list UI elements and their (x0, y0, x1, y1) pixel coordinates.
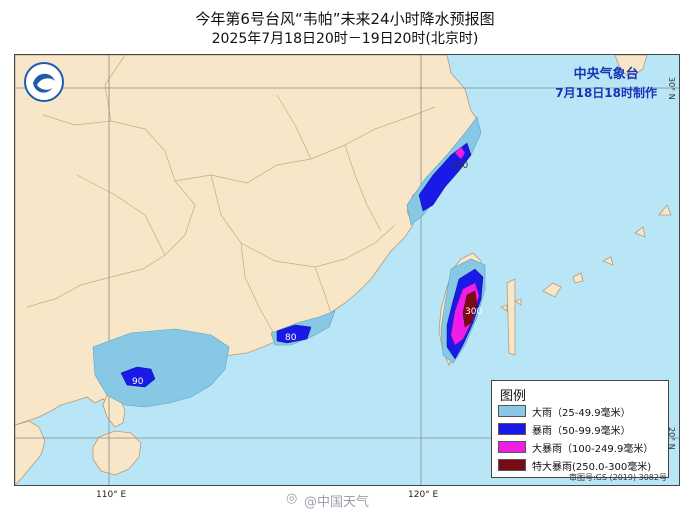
legend-label: 特大暴雨(250.0-300毫米) (532, 462, 652, 473)
legend-label: 大暴雨（100-249.9毫米） (532, 444, 654, 455)
watermark: @中国天气 (304, 495, 370, 510)
legend-title: 图例 (500, 389, 527, 404)
legend-item: 特大暴雨(250.0-300毫米) (498, 457, 666, 473)
agency-block: 中央气象台 7月18日18时制作 (555, 63, 657, 101)
rain-value-label: 300 (465, 307, 483, 317)
rain-value-label: 80 (285, 333, 297, 343)
rain-value-label: 100 (451, 161, 469, 171)
latitude-label: 20° N (667, 427, 676, 450)
latitude-label: 30° N (667, 77, 676, 100)
map-subtitle: 2025年7月18日20时－19日20时(北京时) (211, 31, 479, 47)
legend-swatch (498, 423, 526, 435)
legend: 图例 大雨（25-49.9毫米） 暴雨（50-99.9毫米） 大暴雨（100-2… (491, 380, 669, 478)
legend-label: 暴雨（50-99.9毫米） (532, 426, 631, 437)
hainan-island (92, 430, 142, 476)
korea-land (614, 55, 648, 78)
longitude-label: 110° E (96, 490, 127, 500)
cma-logo-icon (23, 61, 65, 107)
extreme-rainstorm-areas (462, 290, 478, 328)
weibo-icon: ◎ (286, 491, 298, 506)
legend-item: 大雨（25-49.9毫米） (498, 403, 666, 419)
vietnam-land (15, 420, 46, 485)
legend-swatch (498, 405, 526, 417)
legend-swatch (498, 441, 526, 453)
precipitation-map (15, 55, 679, 485)
map-review-number: 审图号:GS (2019) 3082号 (568, 473, 667, 482)
map-title: 今年第6号台风“韦帕”未来24小时降水预报图 (195, 10, 495, 28)
legend-label: 大雨（25-49.9毫米） (532, 408, 631, 419)
agency-name: 中央气象台 (573, 67, 639, 82)
issue-time: 7月18日18时制作 (555, 86, 657, 100)
longitude-label: 120° E (408, 490, 439, 500)
rain-value-label: 90 (132, 377, 144, 387)
province-borders (26, 55, 436, 340)
legend-item: 暴雨（50-99.9毫米） (498, 421, 666, 437)
map-frame: 100 90 80 300 中央气象台 7月18日18时制作 30° N 20°… (14, 54, 680, 486)
ryukyu-islands (500, 204, 672, 356)
legend-swatch (498, 459, 526, 471)
legend-item: 大暴雨（100-249.9毫米） (498, 439, 666, 455)
